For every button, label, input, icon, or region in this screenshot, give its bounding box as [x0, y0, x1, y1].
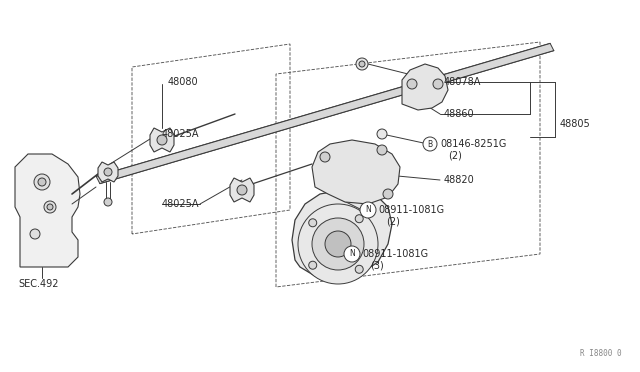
- Circle shape: [308, 261, 317, 269]
- Circle shape: [312, 218, 364, 270]
- Circle shape: [104, 168, 112, 176]
- Circle shape: [104, 198, 112, 206]
- Circle shape: [407, 79, 417, 89]
- Polygon shape: [402, 64, 448, 110]
- Circle shape: [157, 135, 167, 145]
- Text: SEC.492: SEC.492: [18, 279, 58, 289]
- Circle shape: [308, 219, 317, 227]
- Text: 48025A: 48025A: [162, 199, 200, 209]
- Polygon shape: [98, 162, 118, 182]
- Text: 08911-1081G: 08911-1081G: [378, 205, 444, 215]
- Circle shape: [320, 152, 330, 162]
- Polygon shape: [150, 128, 174, 152]
- Circle shape: [38, 178, 46, 186]
- Text: 48805: 48805: [560, 119, 591, 129]
- Circle shape: [325, 231, 351, 257]
- Text: 08146-8251G: 08146-8251G: [440, 139, 506, 149]
- Text: 48820: 48820: [444, 175, 475, 185]
- Polygon shape: [15, 154, 80, 267]
- Text: (2): (2): [386, 217, 400, 227]
- Circle shape: [34, 174, 50, 190]
- Circle shape: [44, 201, 56, 213]
- Polygon shape: [96, 44, 554, 183]
- Text: 48860: 48860: [444, 109, 475, 119]
- Circle shape: [47, 204, 53, 210]
- Circle shape: [356, 58, 368, 70]
- Circle shape: [355, 265, 364, 273]
- Text: B: B: [428, 140, 433, 148]
- Circle shape: [377, 129, 387, 139]
- Text: 48078A: 48078A: [444, 77, 481, 87]
- Text: (3): (3): [370, 261, 384, 271]
- Text: 48080: 48080: [168, 77, 198, 87]
- Polygon shape: [292, 190, 392, 280]
- Polygon shape: [230, 178, 254, 202]
- Circle shape: [359, 61, 365, 67]
- Circle shape: [298, 204, 378, 284]
- Text: 08911-1081G: 08911-1081G: [362, 249, 428, 259]
- Circle shape: [360, 202, 376, 218]
- Circle shape: [433, 79, 443, 89]
- Circle shape: [355, 215, 364, 223]
- Circle shape: [423, 137, 437, 151]
- Circle shape: [30, 229, 40, 239]
- Circle shape: [237, 185, 247, 195]
- Text: (2): (2): [448, 151, 462, 161]
- Circle shape: [377, 145, 387, 155]
- Polygon shape: [312, 140, 400, 204]
- Text: N: N: [365, 205, 371, 215]
- Circle shape: [383, 189, 393, 199]
- Text: R I8800 0: R I8800 0: [580, 349, 622, 358]
- Text: N: N: [349, 250, 355, 259]
- Circle shape: [344, 246, 360, 262]
- Text: 48025A: 48025A: [162, 129, 200, 139]
